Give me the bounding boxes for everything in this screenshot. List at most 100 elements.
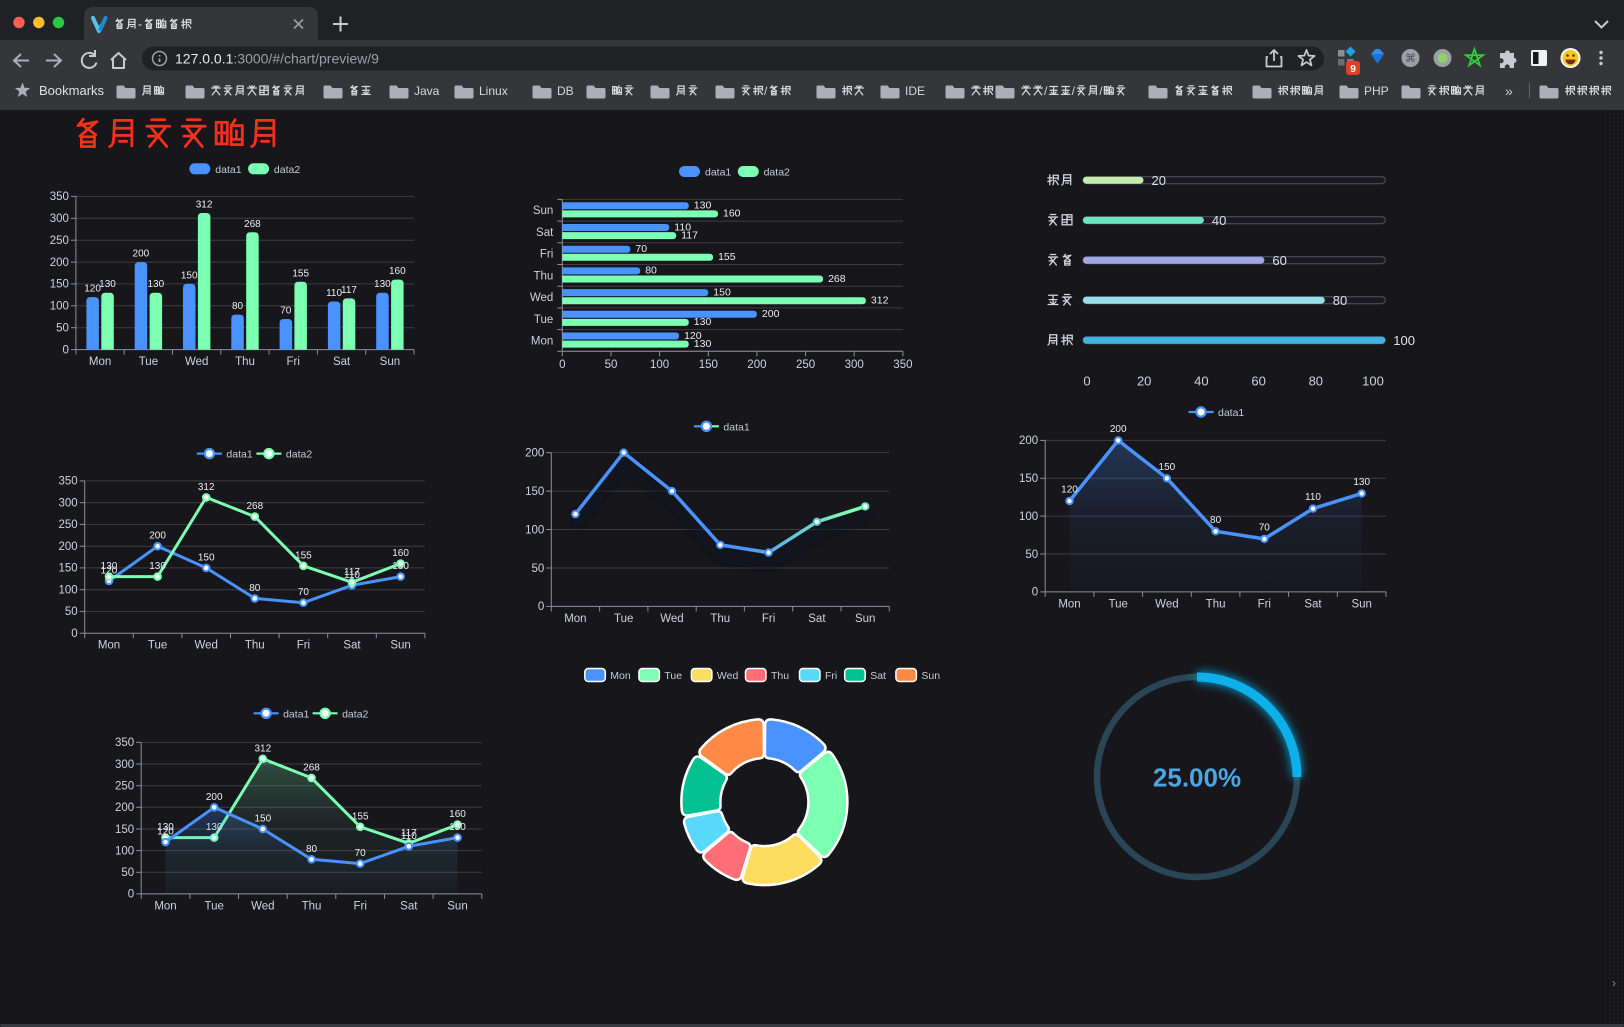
svg-text:0: 0 — [62, 344, 68, 356]
svg-text:130: 130 — [157, 822, 174, 833]
svg-text:Tue: Tue — [205, 900, 224, 912]
svg-text:Sat: Sat — [870, 670, 886, 682]
svg-text:data2: data2 — [342, 708, 368, 720]
svg-text:150: 150 — [699, 359, 718, 371]
svg-text:Tue: Tue — [664, 670, 682, 682]
svg-text:Bookmarks: Bookmarks — [39, 83, 105, 98]
svg-text:50: 50 — [56, 323, 69, 335]
svg-text:268: 268 — [303, 762, 320, 773]
svg-text:300: 300 — [115, 759, 134, 771]
svg-text:Wed: Wed — [194, 640, 217, 652]
svg-text:50: 50 — [532, 563, 545, 575]
svg-text:160: 160 — [723, 208, 741, 220]
svg-text:110: 110 — [344, 570, 360, 581]
svg-text:Fri: Fri — [762, 613, 775, 625]
svg-text:250: 250 — [50, 235, 69, 247]
svg-text:/: / — [1099, 84, 1103, 98]
svg-text:Mon: Mon — [610, 670, 631, 682]
svg-text:130: 130 — [1353, 477, 1370, 488]
svg-text:Mon: Mon — [1058, 598, 1080, 610]
svg-text:60: 60 — [1272, 253, 1286, 268]
svg-text:Linux: Linux — [479, 84, 508, 98]
svg-text:20: 20 — [1152, 173, 1166, 188]
svg-text:110: 110 — [326, 288, 342, 299]
svg-text:0: 0 — [1083, 374, 1090, 389]
svg-text:Fri: Fri — [286, 356, 299, 368]
svg-text:Sun: Sun — [921, 670, 940, 682]
svg-text:data2: data2 — [764, 167, 790, 179]
svg-text:120: 120 — [684, 330, 702, 342]
svg-text:120: 120 — [84, 284, 101, 295]
svg-text:Sun: Sun — [1351, 598, 1371, 610]
svg-text:200: 200 — [525, 447, 544, 459]
svg-text:155: 155 — [292, 268, 309, 279]
svg-text:300: 300 — [50, 213, 69, 225]
svg-text:data1: data1 — [215, 164, 241, 176]
svg-text:Wed: Wed — [717, 670, 739, 682]
svg-text:155: 155 — [352, 811, 369, 822]
svg-text:0: 0 — [559, 359, 565, 371]
svg-text:Fri: Fri — [1258, 598, 1271, 610]
svg-text:Tue: Tue — [534, 314, 553, 326]
svg-text:100: 100 — [50, 301, 69, 313]
svg-text:/: / — [764, 84, 768, 98]
svg-text:Mon: Mon — [154, 900, 176, 912]
svg-text:350: 350 — [59, 476, 78, 488]
svg-text:268: 268 — [246, 501, 263, 512]
svg-text:Tue: Tue — [148, 640, 167, 652]
svg-text:150: 150 — [1159, 462, 1176, 473]
svg-text:data2: data2 — [274, 164, 300, 176]
svg-text:150: 150 — [181, 270, 198, 281]
svg-text:Thu: Thu — [302, 900, 322, 912]
svg-text:150: 150 — [713, 286, 731, 298]
svg-text:data2: data2 — [286, 449, 312, 461]
svg-text:117: 117 — [341, 285, 357, 296]
svg-text:300: 300 — [845, 359, 864, 371]
svg-text:Sat: Sat — [808, 613, 826, 625]
svg-text:Wed: Wed — [530, 292, 553, 304]
svg-text:200: 200 — [133, 249, 150, 260]
svg-text:250: 250 — [59, 519, 78, 531]
svg-text:Tue: Tue — [614, 613, 633, 625]
svg-text:80: 80 — [232, 301, 244, 312]
svg-text:200: 200 — [1110, 424, 1127, 435]
svg-text:0: 0 — [128, 889, 134, 901]
svg-text:data1: data1 — [283, 708, 309, 720]
svg-text:250: 250 — [796, 359, 815, 371]
svg-text:Java: Java — [414, 84, 440, 98]
svg-text:100: 100 — [1019, 511, 1038, 523]
svg-text:200: 200 — [762, 308, 780, 320]
svg-text:70: 70 — [635, 243, 647, 255]
svg-text:Mon: Mon — [564, 613, 586, 625]
svg-text:130: 130 — [449, 822, 466, 833]
svg-text:312: 312 — [196, 200, 213, 211]
svg-text:350: 350 — [115, 737, 134, 749]
svg-text:150: 150 — [198, 552, 215, 563]
svg-text:Thu: Thu — [771, 670, 789, 682]
svg-text:Sat: Sat — [343, 640, 361, 652]
svg-text:200: 200 — [1019, 435, 1038, 447]
svg-text:/: / — [1072, 84, 1076, 98]
svg-text:Sun: Sun — [855, 613, 875, 625]
svg-text:130: 130 — [694, 316, 712, 328]
svg-text:Mon: Mon — [89, 356, 111, 368]
svg-text:120: 120 — [157, 827, 174, 838]
svg-text:130: 130 — [694, 338, 712, 350]
svg-text:100: 100 — [59, 585, 78, 597]
svg-text:350: 350 — [893, 359, 912, 371]
svg-text:9: 9 — [1350, 63, 1356, 75]
svg-text:312: 312 — [198, 482, 215, 493]
svg-text:268: 268 — [828, 273, 846, 285]
svg-text:Sat: Sat — [536, 227, 554, 239]
svg-text:Tue: Tue — [139, 356, 158, 368]
svg-text:Wed: Wed — [660, 613, 683, 625]
svg-text:110: 110 — [401, 831, 417, 842]
svg-text:DB: DB — [557, 84, 574, 98]
svg-text:data1: data1 — [1218, 407, 1244, 419]
svg-text:50: 50 — [605, 359, 618, 371]
svg-text:80: 80 — [1309, 374, 1323, 389]
svg-text:130: 130 — [99, 279, 116, 290]
svg-text:150: 150 — [50, 279, 69, 291]
svg-text:Thu: Thu — [235, 356, 255, 368]
svg-text:117: 117 — [401, 828, 417, 839]
